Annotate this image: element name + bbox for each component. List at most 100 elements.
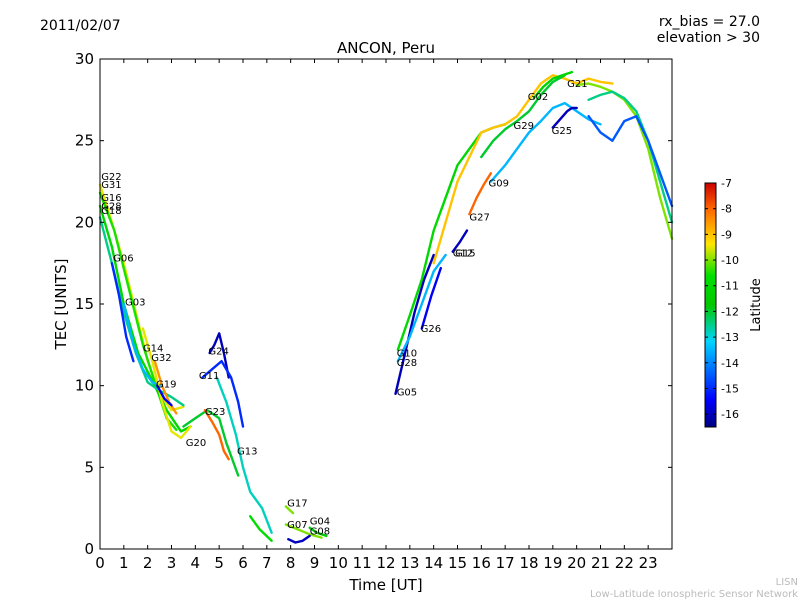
x-tick-label: 5 [214,554,224,572]
series-line-g32 [153,360,178,415]
x-tick-label: 17 [496,554,515,572]
series-label-g09: G09 [489,178,509,189]
series-label-g07: G07 [287,520,307,531]
series-line-g07 [284,523,323,539]
series-label-g15: G15 [455,249,475,260]
y-tick-label: 5 [84,458,94,476]
plot-area [100,59,672,549]
series-label-g18: G18 [101,206,121,217]
y-axis-label: TEC [UNITS] [52,259,70,351]
series-label-g25: G25 [552,126,572,137]
date-label: 2011/02/07 [40,18,121,34]
colorbar-tick-label: -7 [721,177,732,190]
y-tick-label: 20 [75,213,94,231]
series-label-g21: G21 [567,79,587,90]
series-label-g03: G03 [125,298,145,309]
x-tick-label: 20 [567,554,586,572]
x-tick-label: 7 [262,554,272,572]
series-line-g17b [284,505,295,515]
colorbar-tick-label: -8 [721,203,732,216]
x-tick-label: 18 [519,554,538,572]
series-label-g28: G28 [397,358,417,369]
series-label-g23: G23 [205,407,225,418]
colorbar-tick-label: -16 [721,408,739,421]
colorbar-tick-label: -13 [721,331,739,344]
x-tick-label: 22 [615,554,634,572]
x-tick-label: 8 [286,554,296,572]
series-line-g21b [587,90,674,224]
series-label-g32: G32 [151,353,171,364]
x-tick-label: 3 [167,554,177,572]
series-line-g02 [532,70,574,100]
footer-org-long: Low-Latitude Ionospheric Sensor Network [590,589,798,600]
series-label-g08: G08 [310,526,330,537]
x-tick-label: 6 [238,554,248,572]
series-line-g08 [287,534,311,544]
series-label-g13: G13 [237,446,257,457]
series-label-g28: G28 [101,201,121,212]
x-tick-label: 4 [191,554,201,572]
y-tick-label: 10 [75,377,94,395]
series-label-g06: G06 [113,254,133,265]
series-label-g26: G26 [421,324,441,335]
series-line-g21c [587,114,674,208]
y-tick-label: 0 [84,540,94,558]
x-tick-label: 19 [543,554,562,572]
x-tick-label: 21 [591,554,610,572]
x-tick-label: 0 [95,554,105,572]
x-tick-label: 2 [143,554,153,572]
series-line-g29 [480,74,566,159]
series-line-g24 [208,332,230,379]
series-label-g10: G10 [397,348,417,359]
x-tick-label: 16 [472,554,491,572]
series-label-g16: G16 [101,193,121,204]
series-line-g06 [110,262,135,363]
series-line-g26 [420,266,442,330]
x-tick-label: 14 [424,554,443,572]
rx-bias-label: rx_bias = 27.0 [658,14,760,30]
x-axis-label: Time [UT] [348,576,422,594]
y-tick-label: 15 [75,295,94,313]
series-label-g22: G22 [101,172,121,183]
series-line-g09 [489,101,602,183]
series-label-g19: G19 [156,379,176,390]
x-tick-label: 23 [639,554,658,572]
series-line-g12 [432,74,614,265]
colorbar-tick-label: -12 [721,305,739,318]
chart-title: ANCON, Peru [337,39,435,57]
x-tick-label: 12 [376,554,395,572]
series-line-g14 [141,327,192,440]
colorbar-tick-label: -9 [721,228,732,241]
series-label-g29: G29 [514,121,534,132]
series-line-g13 [215,376,273,534]
y-tick-label: 30 [75,50,94,68]
series-line-g19 [155,384,173,407]
series-line-g16 [98,204,192,433]
x-tick-label: 1 [119,554,129,572]
colorbar-tick-label: -11 [721,280,739,293]
series-label-g20: G20 [186,438,206,449]
series-line-g11 [201,360,245,428]
series-label-g11: G11 [199,371,219,382]
series-label-g17: G17 [287,499,307,510]
x-tick-label: 15 [448,554,467,572]
series-line-g20 [182,409,240,477]
series-line-g17 [248,515,273,542]
series-label-g31: G31 [101,180,121,191]
x-tick-label: 9 [310,554,320,572]
series-label-g14: G14 [143,343,163,354]
x-tick-label: 10 [329,554,348,572]
colorbar-tick-label: -15 [721,382,739,395]
series-label-g05: G05 [397,388,417,399]
series-line-g27 [468,172,493,216]
series-label-g24: G24 [208,347,228,358]
series-line-g03 [122,302,164,387]
series-line-g15 [451,229,469,253]
colorbar-tick-label: -10 [721,254,739,267]
series-line-g05 [394,253,435,395]
footer-org-short: LISN [775,577,798,588]
colorbar-label: Latitude [749,278,764,332]
series-line-g23 [203,409,230,461]
series-line-g28 [396,253,447,363]
